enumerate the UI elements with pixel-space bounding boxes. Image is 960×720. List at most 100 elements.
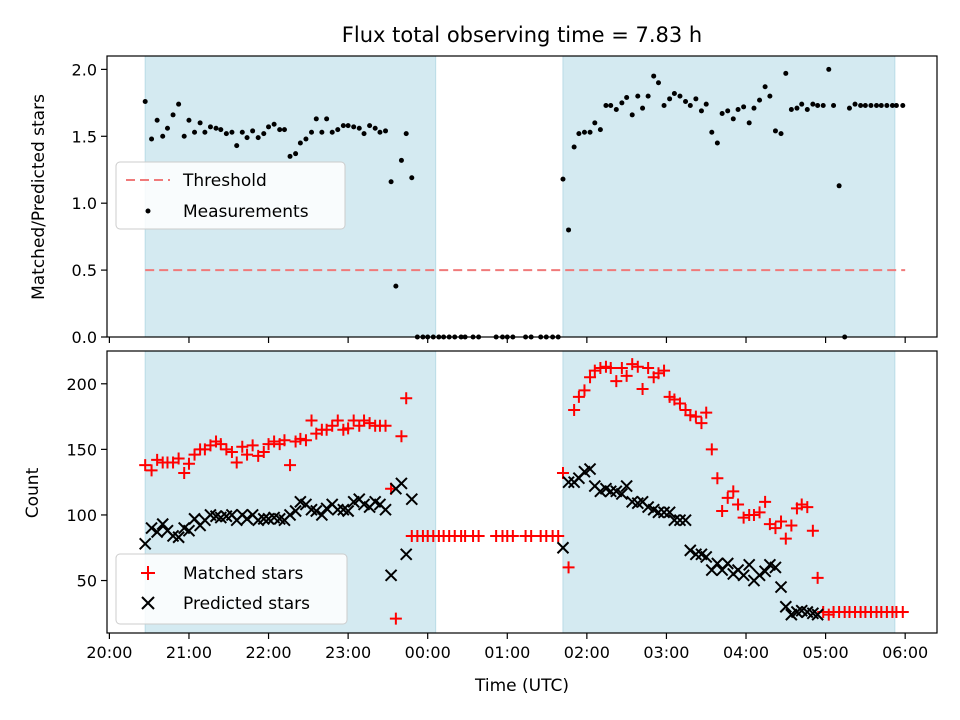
predicted-star-marker <box>138 537 152 551</box>
measurement-point <box>826 66 832 72</box>
predicted-star-marker <box>684 544 697 557</box>
bottom-axes-frame <box>106 350 938 634</box>
measurement-point <box>640 105 646 111</box>
matched-star-marker <box>568 404 581 417</box>
measurement-point <box>207 124 213 130</box>
measurement-point <box>250 128 256 134</box>
matched-star-marker <box>363 417 376 430</box>
measurement-point <box>772 128 778 134</box>
measurement-point <box>383 128 389 134</box>
measurement-point <box>831 103 837 109</box>
matched-star-marker <box>268 435 281 448</box>
predicted-star-marker <box>331 503 344 516</box>
predicted-star-marker <box>811 608 824 621</box>
measurement-point <box>560 176 566 182</box>
predicted-star-marker <box>657 506 671 519</box>
measurement-point <box>149 136 155 142</box>
measurement-point <box>192 129 198 135</box>
x-tick-label: 20:00 <box>86 643 132 662</box>
matched-star-marker <box>182 457 195 470</box>
predicted-star-marker <box>615 487 629 501</box>
measurement-point <box>651 73 657 79</box>
legend-predicted-label: Predicted stars <box>183 594 310 614</box>
predicted-star-marker <box>405 493 418 506</box>
predicted-star-marker <box>384 569 398 582</box>
predicted-star-marker <box>583 462 597 476</box>
x-tick-label: 23:00 <box>325 643 371 662</box>
bottom-y-axis-label: Count <box>23 467 43 518</box>
measurement-point <box>751 105 757 111</box>
measurement-point <box>629 112 635 118</box>
top-shaded-span-1 <box>562 55 896 338</box>
matched-star-marker <box>572 390 585 403</box>
measurement-point <box>655 80 661 86</box>
matched-star-marker <box>172 452 185 465</box>
measurement-point <box>893 103 899 109</box>
matched-star-marker <box>552 529 565 542</box>
matched-star-marker <box>636 383 649 396</box>
matched-star-marker <box>145 464 158 477</box>
measurement-point <box>403 131 409 137</box>
predicted-star-marker <box>341 504 355 518</box>
measurement-point <box>846 105 852 111</box>
predicted-star-marker <box>673 513 687 527</box>
matched-star-marker <box>673 397 686 410</box>
measurement-point <box>677 93 683 99</box>
matched-star-marker <box>747 508 760 521</box>
x-tick-label: 22:00 <box>245 643 291 662</box>
matched-star-marker <box>806 524 819 537</box>
predicted-star-marker <box>774 580 788 594</box>
bottom-y-ticks: 50 100 150 200 <box>66 375 107 591</box>
measurement-point <box>889 103 895 109</box>
matched-star-marker <box>230 456 243 469</box>
measurement-point <box>345 123 351 129</box>
predicted-star-marker <box>182 524 196 537</box>
matched-star-marker <box>721 491 734 504</box>
measurement-point <box>820 103 826 109</box>
matched-star-marker <box>775 515 788 528</box>
measurement-point <box>581 129 587 135</box>
predicted-star-marker <box>156 517 169 531</box>
measurement-point <box>393 283 399 289</box>
measurement-point <box>293 151 299 157</box>
measurement-point <box>868 103 874 109</box>
matched-star-marker <box>299 434 312 447</box>
measurement-point <box>266 124 272 130</box>
predicted-stars-series <box>138 462 824 621</box>
measurement-point <box>878 103 884 109</box>
predicted-star-marker <box>395 477 408 490</box>
matched-star-marker <box>220 443 233 456</box>
x-axis-label: Time (UTC) <box>474 676 569 696</box>
measurement-point <box>671 90 677 96</box>
matched-star-marker <box>331 414 344 427</box>
predicted-star-marker <box>145 521 158 535</box>
measurement-point <box>277 127 283 133</box>
measurement-point <box>687 103 693 109</box>
matched-star-marker <box>626 358 639 371</box>
measurement-point <box>804 107 810 113</box>
measurement-point <box>884 103 890 109</box>
measurement-point <box>741 104 747 110</box>
matched-star-marker <box>615 362 628 375</box>
top-x-ticks <box>108 337 906 343</box>
measurement-point <box>762 84 768 90</box>
predicted-star-marker <box>742 558 756 572</box>
matched-star-marker <box>896 606 909 619</box>
matched-star-marker <box>759 495 772 508</box>
matched-star-marker <box>753 506 766 519</box>
top-legend-box <box>115 161 346 230</box>
bottom-y-tick-label: 50 <box>77 572 97 591</box>
top-y-axis-label: Matched/Predicted stars <box>29 94 49 300</box>
predicted-star-marker <box>257 512 270 526</box>
measurement-point <box>725 108 731 114</box>
measurement-point <box>223 131 229 137</box>
matched-star-marker <box>689 410 702 423</box>
matched-star-marker <box>594 362 607 375</box>
measurement-point <box>313 116 319 122</box>
chart-title: Flux total observing time = 7.83 h <box>342 23 702 47</box>
predicted-star-marker <box>315 508 329 522</box>
predicted-star-marker <box>320 502 333 515</box>
measurement-point <box>329 129 335 135</box>
predicted-star-marker <box>562 475 575 489</box>
measurement-point <box>409 175 415 181</box>
